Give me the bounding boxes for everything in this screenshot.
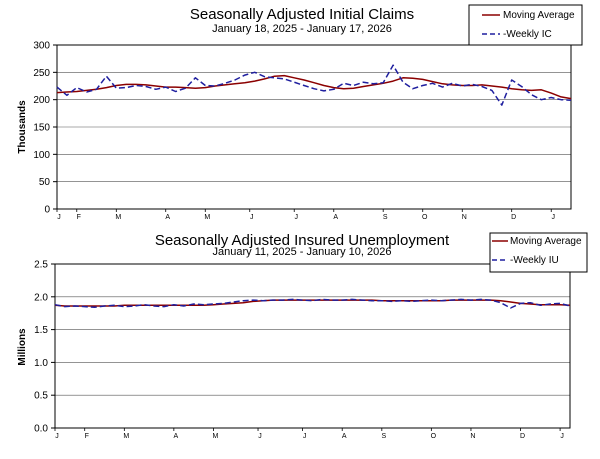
x-tick-label: J <box>258 433 262 440</box>
x-tick-label: J <box>55 433 59 440</box>
x-tick-label: D <box>511 214 516 221</box>
x-tick-label: J <box>250 214 254 221</box>
legend-weekly-ic-label: -Weekly IC <box>503 29 552 40</box>
insured-unemployment-moving-average-line <box>54 299 571 307</box>
y-tick-label: 200 <box>33 95 50 106</box>
initial-claims-weekly-ic-line <box>56 64 572 106</box>
initial-claims-series <box>56 64 572 106</box>
y-tick-label: 300 <box>33 41 50 52</box>
initial-claims-legend: Moving Average -Weekly IC <box>468 4 583 46</box>
x-tick-label: A <box>165 214 170 221</box>
x-tick-label: O <box>431 433 437 440</box>
initial-claims-legend-box <box>468 4 583 46</box>
legend-moving-average-label: Moving Average <box>503 10 575 21</box>
x-tick-label: A <box>342 433 347 440</box>
x-tick-label: A <box>174 433 179 440</box>
x-tick-label: N <box>470 433 475 440</box>
x-tick-label: J <box>57 214 61 221</box>
legend-moving-average-label: Moving Average <box>510 236 582 247</box>
x-tick-label: M <box>204 214 210 221</box>
x-tick-label: F <box>85 433 89 440</box>
x-tick-label: J <box>294 214 298 221</box>
initial-claims-y-label: Thousands <box>17 100 28 154</box>
insured-unemployment-gridlines <box>55 296 570 396</box>
y-tick-label: 1.5 <box>34 325 48 336</box>
y-tick-label: 250 <box>33 68 50 79</box>
y-tick-label: 0 <box>44 205 50 216</box>
x-tick-label: J <box>551 214 555 221</box>
insured-unemployment-title: Seasonally Adjusted Insured Unemployment <box>155 232 450 249</box>
y-tick-label: 100 <box>33 150 50 161</box>
insured-unemployment-legend: Moving Average -Weekly IU <box>489 232 588 273</box>
initial-claims-chart: Seasonally Adjusted Initial Claims Janua… <box>17 4 583 221</box>
initial-claims-gridlines <box>57 72 571 182</box>
initial-claims-y-ticks: 0 50 100 150 200 250 300 <box>33 41 57 216</box>
x-tick-label: J <box>303 433 307 440</box>
x-tick-label: M <box>213 433 219 440</box>
x-tick-label: D <box>520 433 525 440</box>
y-tick-label: 1.0 <box>34 358 48 369</box>
x-tick-label: A <box>333 214 338 221</box>
insured-unemployment-y-ticks: 0.0 0.5 1.0 1.5 2.0 2.5 <box>34 260 55 435</box>
insured-unemployment-chart: Seasonally Adjusted Insured Unemployment… <box>17 232 588 440</box>
initial-claims-moving-average-line <box>56 74 572 100</box>
y-tick-label: 0.0 <box>34 424 48 435</box>
x-tick-label: J <box>560 433 564 440</box>
y-tick-label: 2.5 <box>34 260 48 271</box>
initial-claims-subtitle: January 18, 2025 - January 17, 2026 <box>212 23 392 35</box>
x-tick-label: N <box>462 214 467 221</box>
x-tick-label: F <box>77 214 81 221</box>
y-tick-label: 2.0 <box>34 292 48 303</box>
y-tick-label: 50 <box>39 177 51 188</box>
initial-claims-title: Seasonally Adjusted Initial Claims <box>190 6 414 23</box>
insured-unemployment-y-label: Millions <box>17 328 28 366</box>
y-tick-label: 0.5 <box>34 391 48 402</box>
insured-unemployment-series <box>54 298 571 309</box>
insured-unemployment-weekly-iu-line <box>54 298 571 309</box>
insured-unemployment-plot-area <box>54 263 571 429</box>
insured-unemployment-legend-box <box>489 232 588 273</box>
x-tick-label: M <box>115 214 121 221</box>
x-tick-label: M <box>123 433 129 440</box>
x-tick-label: S <box>383 214 388 221</box>
y-tick-label: 150 <box>33 123 50 134</box>
x-tick-label: O <box>422 214 428 221</box>
insured-unemployment-subtitle: January 11, 2025 - January 10, 2026 <box>213 246 392 258</box>
legend-weekly-iu-label: -Weekly IU <box>510 255 559 266</box>
x-tick-label: S <box>381 433 386 440</box>
